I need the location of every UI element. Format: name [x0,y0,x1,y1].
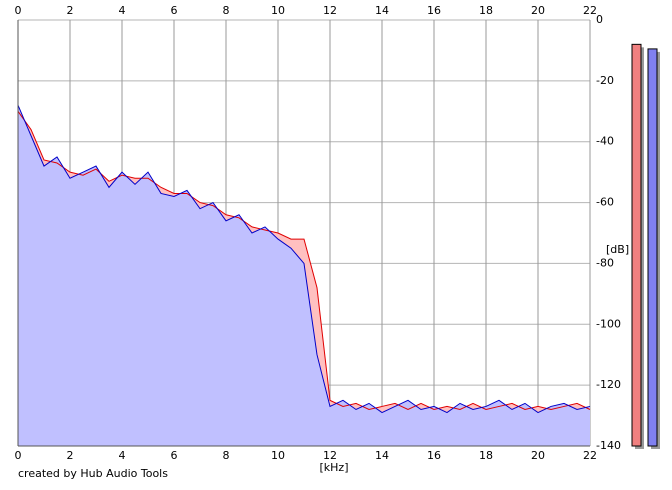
x-tick-label: 12 [323,4,337,17]
level-meter [647,48,658,447]
x-tick-label: 16 [427,4,441,17]
x-tick-label: 10 [271,449,285,462]
x-tick-label: 6 [171,4,178,17]
x-tick-label: 18 [479,449,493,462]
y-tick-label: -80 [596,256,614,269]
y-tick-label: -20 [596,74,614,87]
y-axis-label: [dB] [606,243,629,256]
x-tick-label: 14 [375,4,389,17]
line [17,105,591,414]
x-tick-label: 0 [15,449,22,462]
y-tick-label: -100 [596,317,621,330]
x-tick-label: 12 [323,449,337,462]
x-tick-label: 8 [223,449,230,462]
x-tick-label: 20 [531,449,545,462]
x-tick-label: 2 [67,449,74,462]
footer: created by Hub Audio Tools [18,467,168,480]
y-tick-label: -60 [596,196,614,209]
x-tick-label: 18 [479,4,493,17]
x-tick-label: 0 [15,4,22,17]
x-tick-label: 22 [583,4,597,17]
x-tick-label: 6 [171,449,178,462]
x-tick-label: 4 [119,4,126,17]
area [18,105,590,446]
y-tick-label: 0 [596,13,603,26]
y-tick-label: -120 [596,378,621,391]
x-tick-label: 10 [271,4,285,17]
y-tick-label: -40 [596,135,614,148]
x-tick-label: 22 [583,449,597,462]
x-tick-label: 2 [67,4,74,17]
x-tick-label: 14 [375,449,389,462]
level-meter [631,43,642,447]
x-tick-label: 8 [223,4,230,17]
x-tick-label: 20 [531,4,545,17]
x-tick-label: 16 [427,449,441,462]
y-tick-label: -140 [596,439,621,452]
line [17,110,591,411]
x-tick-label: 4 [119,449,126,462]
x-axis-label: [kHz] [320,461,349,474]
